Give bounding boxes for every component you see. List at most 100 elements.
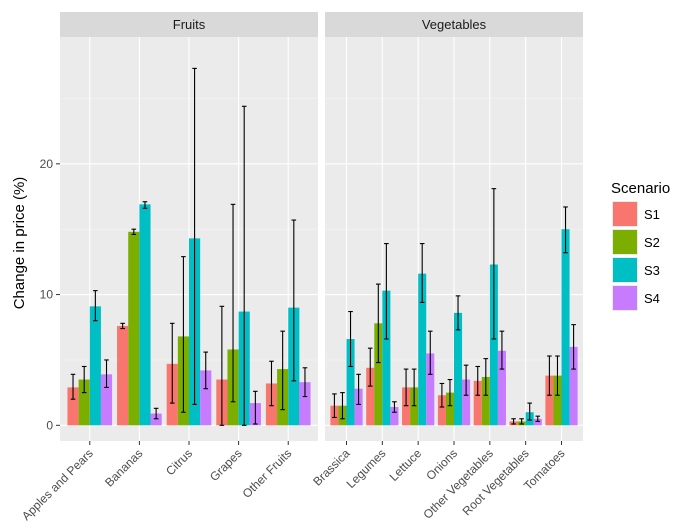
error-bar-fruits-citrus-s1 [169,322,175,404]
bar-fruits-bananas-s1 [117,325,129,426]
error-bar-vegetables-tomatoes-s3 [563,206,568,254]
error-bar-fruits-other-fruits-s1 [269,360,274,407]
error-bar-vegetables-legumes-s4 [392,401,397,413]
error-bar-fruits-bananas-s3 [142,201,148,209]
error-bar-fruits-apples-and-pears-s4 [104,359,109,388]
error-bar-vegetables-lettuce-s1 [403,368,409,407]
error-bar-fruits-citrus-s2 [181,256,186,413]
bar-fruits-apples-and-pears-s3 [89,306,101,426]
error-bar-vegetables-brassica-s3 [348,311,353,368]
legend-label-s3: S3 [644,263,660,278]
y-axis-title: Change in price (%) [11,177,28,310]
legend-item-s2: S2 [612,229,660,255]
error-bar-vegetables-other-vegetables-s3 [491,188,497,340]
bar-vegetables-tomatoes-s4 [569,346,578,426]
error-bar-vegetables-brassica-s2 [340,392,345,420]
error-bar-vegetables-onions-s1 [439,382,445,408]
error-bar-vegetables-onions-s4 [463,364,469,396]
error-bar-fruits-other-fruits-s2 [280,330,285,411]
error-bar-vegetables-other-vegetables-s2 [483,358,489,396]
bar-vegetables-legumes-s4 [390,407,399,426]
bar-fruits-bananas-s3 [139,204,151,426]
legend-label-s4: S4 [644,291,660,306]
error-bar-vegetables-root-vegetables-s3 [527,402,532,421]
error-bar-vegetables-lettuce-s3 [419,243,425,303]
error-bar-vegetables-other-vegetables-s4 [499,330,505,370]
legend-swatch-s4 [613,286,637,310]
legend-label-s1: S1 [644,207,660,222]
bar-vegetables-lettuce-s3 [418,273,427,426]
y-tick-label: 10 [40,288,54,302]
error-bar-fruits-grapes-s2 [230,203,236,403]
y-tick-label: 0 [46,418,53,432]
error-bar-fruits-bananas-s1 [120,322,125,330]
bar-vegetables-brassica-s4 [354,388,363,426]
x-tick-label-legumes: Legumes [344,446,389,491]
error-bar-vegetables-other-vegetables-s1 [475,365,481,396]
bar-fruits-apples-and-pears-s2 [78,379,90,426]
bar-vegetables-other-vegetables-s3 [489,264,498,426]
bar-vegetables-lettuce-s1 [402,387,411,426]
error-bar-vegetables-tomatoes-s4 [571,324,576,370]
bar-fruits-bananas-s4 [150,413,162,426]
error-bar-fruits-grapes-s4 [253,390,258,425]
bar-vegetables-tomatoes-s2 [553,375,562,426]
bar-vegetables-other-vegetables-s1 [473,380,482,426]
bar-vegetables-brassica-s3 [346,339,355,426]
bar-fruits-apples-and-pears-s1 [67,387,79,426]
bar-vegetables-tomatoes-s1 [545,375,554,426]
error-bar-fruits-grapes-s1 [219,305,225,426]
legend-swatch-s1 [613,202,637,226]
y-tick-label: 20 [40,157,54,171]
legend-title: Scenario [611,180,670,197]
error-bar-vegetables-legumes-s1 [367,347,373,387]
error-bar-vegetables-brassica-s1 [332,393,337,419]
error-bar-vegetables-legumes-s2 [376,283,381,364]
error-bar-vegetables-onions-s3 [455,295,461,331]
error-bar-vegetables-root-vegetables-s1 [511,418,516,425]
legend-item-s3: S3 [612,257,660,283]
error-bar-fruits-apples-and-pears-s2 [81,365,87,394]
error-bar-vegetables-tomatoes-s2 [555,355,560,396]
error-bar-fruits-other-fruits-s4 [302,367,308,398]
error-bar-fruits-other-fruits-s3 [291,219,297,382]
x-tick-label-grapes: Grapes [207,446,245,484]
bar-vegetables-other-vegetables-s4 [497,350,506,426]
error-bar-vegetables-lettuce-s2 [411,368,417,407]
bar-vegetables-tomatoes-s3 [561,229,570,426]
bar-vegetables-onions-s2 [445,392,454,426]
bar-vegetables-legumes-s2 [374,323,383,426]
legend-item-s1: S1 [612,201,660,227]
x-tick-label-other-fruits: Other Fruits [240,446,295,501]
error-bar-vegetables-lettuce-s4 [427,330,433,375]
bar-vegetables-legumes-s3 [382,290,391,426]
bar-fruits-bananas-s2 [128,231,140,426]
bar-vegetables-other-vegetables-s2 [481,376,490,426]
legend-label-s2: S2 [644,235,660,250]
bar-vegetables-lettuce-s2 [410,387,419,426]
x-tick-label-lettuce: Lettuce [387,446,425,484]
bar-fruits-other-fruits-s4 [299,382,311,426]
bar-vegetables-onions-s3 [454,312,463,426]
error-bar-fruits-grapes-s3 [241,105,247,426]
error-bar-fruits-apples-and-pears-s3 [93,290,98,322]
error-bar-vegetables-tomatoes-s1 [547,355,552,396]
bar-vegetables-onions-s4 [462,379,471,426]
bar-vegetables-onions-s1 [437,395,446,426]
error-bar-vegetables-root-vegetables-s4 [535,415,541,422]
legend-swatch-s2 [613,230,637,254]
legend: Scenario S1 S2 S3 S4 [611,180,670,311]
error-bar-fruits-apples-and-pears-s1 [70,373,76,400]
x-tick-label-apples-and-pears: Apples and Pears [19,446,96,523]
error-bar-fruits-citrus-s3 [192,67,197,405]
panel-title-fruits: Fruits [173,17,206,32]
panel-title-vegetables: Vegetables [422,17,487,32]
x-tick-label-bananas: Bananas [102,446,145,489]
error-bar-vegetables-legumes-s3 [384,243,389,340]
legend-item-s4: S4 [612,285,660,311]
bar-vegetables-legumes-s1 [366,367,375,426]
bar-fruits-apples-and-pears-s4 [100,374,113,426]
error-bar-vegetables-root-vegetables-s2 [519,418,524,425]
